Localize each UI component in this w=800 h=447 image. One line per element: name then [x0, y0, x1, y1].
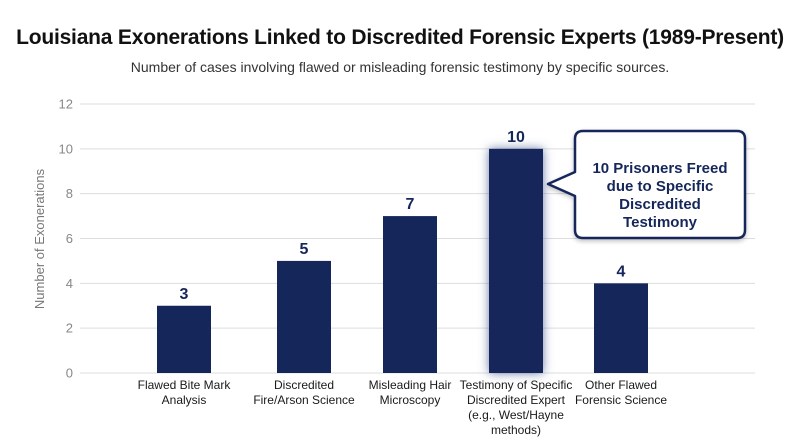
- x-tick-label: Misleading Hair: [369, 378, 452, 392]
- chart-title: Louisiana Exonerations Linked to Discred…: [16, 26, 784, 49]
- bar: [489, 148, 543, 373]
- x-tick-label: Forensic Science: [575, 393, 667, 407]
- x-tick-label: Discredited: [274, 378, 334, 392]
- bar-value-label: 3: [180, 286, 189, 303]
- bar-value-label: 5: [300, 241, 309, 258]
- x-tick-label: Other Flawed: [585, 378, 657, 392]
- bar: [383, 216, 437, 373]
- callout-text-line: 10 Prisoners Freed: [592, 160, 727, 177]
- x-tick-label: Fire/Arson Science: [253, 393, 355, 407]
- x-tick-label: Flawed Bite Mark: [138, 378, 232, 392]
- y-tick-label: 6: [66, 231, 73, 246]
- x-tick-label: Discredited Expert: [467, 393, 566, 407]
- x-tick-label: Testimony of Specific: [460, 378, 573, 392]
- bar: [157, 305, 211, 373]
- callout-bubble: [546, 129, 747, 240]
- bar: [594, 283, 648, 373]
- y-tick-label: 4: [66, 276, 73, 291]
- x-tick-label: (e.g., West/Hayne: [468, 408, 564, 422]
- y-axis-label: Number of Exonerations: [32, 168, 47, 309]
- y-tick-label: 0: [66, 366, 73, 381]
- bar: [277, 260, 331, 373]
- chart-subtitle: Number of cases involving flawed or misl…: [130, 59, 670, 75]
- callout-text-line: Testimony: [623, 214, 698, 231]
- x-tick-label: Microscopy: [380, 393, 441, 407]
- y-tick-label: 2: [66, 321, 73, 336]
- bar-value-label: 10: [507, 129, 525, 146]
- y-tick-label: 12: [59, 97, 73, 112]
- callout-text-line: due to Specific: [607, 178, 714, 195]
- x-tick-label: Analysis: [162, 393, 207, 407]
- bar-value-label: 7: [406, 196, 415, 213]
- y-tick-label: 8: [66, 186, 73, 201]
- callout-text-line: Discredited: [619, 196, 701, 213]
- bar-value-label: 4: [617, 263, 626, 280]
- x-tick-label: methods): [491, 423, 541, 437]
- y-tick-label: 10: [59, 141, 73, 156]
